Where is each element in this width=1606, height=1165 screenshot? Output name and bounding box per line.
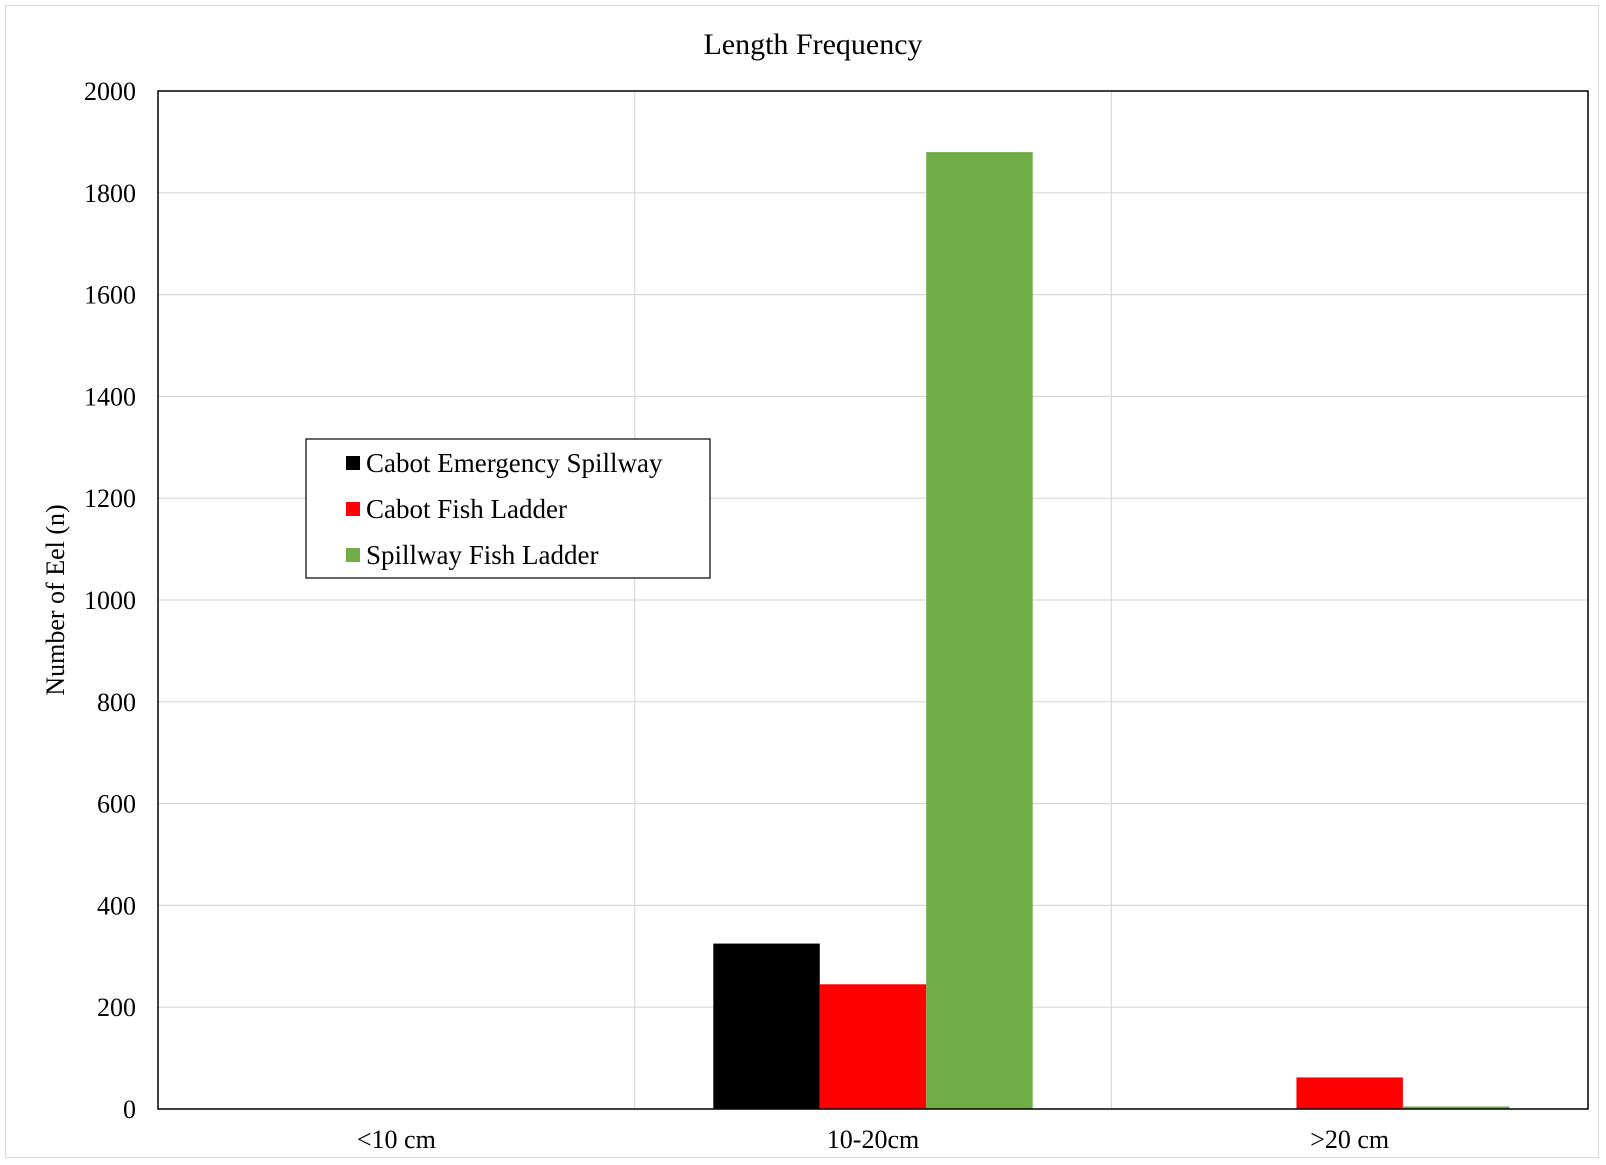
y-tick-label: 1400 <box>84 382 136 411</box>
bar-spillway-fish-ladder-1 <box>926 152 1033 1109</box>
bar-cabot-fish-ladder-1 <box>819 984 927 1109</box>
x-tick-label: 10-20cm <box>827 1125 919 1154</box>
plot-area-border <box>157 90 1589 1110</box>
legend-box <box>305 438 711 579</box>
chart-frame <box>5 5 1599 1158</box>
legend-swatch <box>346 548 360 562</box>
y-tick-label: 400 <box>97 891 136 920</box>
legend-label: Cabot Emergency Spillway <box>366 448 663 478</box>
y-axis-title: Number of Eel (n) <box>41 504 70 695</box>
bar-cabot-emergency-spillway-1 <box>713 943 820 1109</box>
y-tick-label: 1800 <box>84 179 136 208</box>
y-tick-label: 600 <box>97 790 136 819</box>
x-tick-label: >20 cm <box>1310 1125 1389 1154</box>
gridlines <box>158 91 1588 1109</box>
y-tick-label: 2000 <box>84 77 136 106</box>
y-tick-label: 1000 <box>84 586 136 615</box>
y-tick-label: 0 <box>123 1095 136 1124</box>
legend-label: Spillway Fish Ladder <box>366 540 598 570</box>
legend-swatch <box>346 502 360 516</box>
bar-cabot-fish-ladder-2 <box>1296 1077 1403 1109</box>
bars <box>713 152 1510 1109</box>
bar-spillway-fish-ladder-2 <box>1402 1106 1510 1109</box>
legend: Cabot Emergency Spillway Cabot Fish Ladde… <box>305 438 711 579</box>
y-tick-label: 200 <box>97 993 136 1022</box>
legend-swatch <box>346 456 360 470</box>
y-tick-label: 1600 <box>84 281 136 310</box>
legend-label: Cabot Fish Ladder <box>366 494 567 524</box>
x-tick-label: <10 cm <box>357 1125 436 1154</box>
chart-title: Length Frequency <box>703 28 922 61</box>
y-axis-ticks: 0 200 400 600 800 1000 1200 1400 1600 1800 2000 <box>84 77 136 1124</box>
y-tick-label: 1200 <box>84 484 136 513</box>
x-axis-ticks: <10 cm 10-20cm >20 cm <box>357 1125 1389 1154</box>
y-tick-label: 800 <box>97 688 136 717</box>
